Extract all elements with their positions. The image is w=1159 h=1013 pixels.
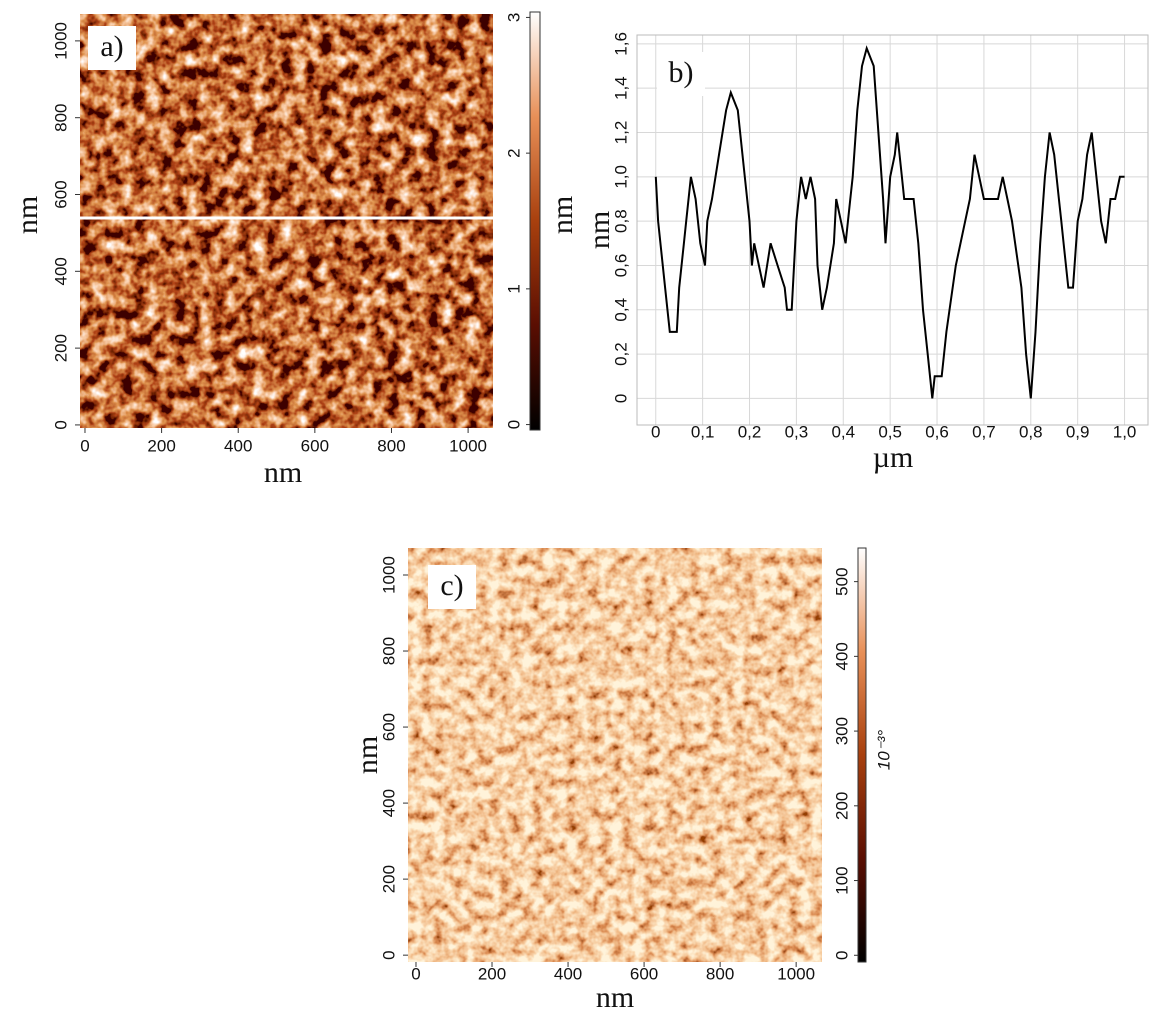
- x-tick-label: 1000: [449, 436, 487, 455]
- profile-line: [654, 45, 1125, 399]
- afm-image: [80, 14, 493, 428]
- panel-label-box: [428, 565, 476, 609]
- colorbar-tick-label: 0: [504, 420, 523, 429]
- afm-image: [408, 548, 822, 962]
- y-tick-label: 0: [379, 950, 398, 959]
- plot-frame: [636, 34, 1149, 426]
- colorbar: [857, 547, 867, 963]
- colorbar-tick-label: 2: [504, 148, 523, 157]
- x-tick-label: 200: [147, 436, 175, 455]
- y-tick-label: 1,4: [611, 76, 630, 100]
- panel-label: c): [440, 569, 463, 602]
- panel-label-box: [88, 26, 136, 70]
- x-tick-label: 800: [706, 964, 734, 983]
- x-tick-label: 0,1: [691, 422, 715, 441]
- x-tick-label: 0,3: [785, 422, 809, 441]
- panel-label: a): [100, 30, 123, 63]
- x-tick-label: 0: [411, 964, 420, 983]
- colorbar-tick-label: 3: [504, 13, 523, 22]
- y-tick-label: 200: [51, 334, 70, 362]
- colorbar: [529, 11, 541, 431]
- colorbar-tick-label: 1: [504, 284, 523, 293]
- y-tick-label: 0,8: [611, 209, 630, 233]
- y-tick-label: 400: [51, 257, 70, 285]
- y-tick-label: 1,6: [611, 32, 630, 56]
- y-tick-label: 1000: [51, 22, 70, 60]
- colorbar-label: 10⁻³°: [874, 730, 893, 771]
- x-axis-label: nm: [596, 981, 634, 1013]
- x-tick-label: 1000: [777, 964, 815, 983]
- y-tick-label: 400: [379, 789, 398, 817]
- x-tick-label: 0,4: [831, 422, 855, 441]
- y-tick-label: 600: [379, 713, 398, 741]
- panel-label: b): [669, 56, 694, 89]
- y-tick-label: 200: [379, 865, 398, 893]
- y-tick-label: 0,6: [611, 254, 630, 278]
- x-axis-label: nm: [264, 456, 302, 489]
- y-tick-label: 800: [51, 104, 70, 132]
- x-tick-label: 1,0: [1113, 422, 1137, 441]
- colorbar-tick-label: 0: [832, 951, 851, 960]
- colorbar-tick-label: 200: [832, 792, 851, 820]
- x-tick-label: 0,9: [1066, 422, 1090, 441]
- x-tick-label: 600: [301, 436, 329, 455]
- panels: 0 200 400 600 800 100002004006008001000nmnm01…: [11, 11, 1149, 1013]
- y-tick-label: 0: [51, 420, 70, 429]
- y-tick-label: 600: [51, 180, 70, 208]
- x-tick-label: 0,2: [738, 422, 762, 441]
- x-tick-label: 400: [554, 964, 582, 983]
- x-tick-label: 0,7: [972, 422, 996, 441]
- x-tick-label: 0: [651, 422, 660, 441]
- colorbar-tick-label: 500: [832, 567, 851, 595]
- x-tick-label: 200: [478, 964, 506, 983]
- x-axis-label: µm: [873, 441, 914, 474]
- x-tick-label: 0,6: [925, 422, 949, 441]
- x-tick-label: 400: [224, 436, 252, 455]
- y-axis-label: nm: [583, 211, 616, 249]
- x-tick-label: 0: [80, 436, 89, 455]
- colorbar-tick-label: 100: [832, 866, 851, 894]
- y-tick-label: 1000: [379, 556, 398, 594]
- y-tick-label: 1,0: [611, 165, 630, 189]
- y-tick-label: 0: [611, 394, 630, 403]
- y-axis-label: nm: [11, 196, 44, 234]
- colorbar-tick-label: 300: [832, 717, 851, 745]
- x-tick-label: 0,5: [878, 422, 902, 441]
- y-axis-label: nm: [351, 736, 384, 774]
- panel-label-box: [657, 52, 705, 96]
- x-tick-label: 600: [630, 964, 658, 983]
- colorbar-tick-label: 400: [832, 642, 851, 670]
- y-tick-label: 800: [379, 637, 398, 665]
- y-tick-label: 0,2: [611, 342, 630, 366]
- x-tick-label: 800: [377, 436, 405, 455]
- x-tick-label: 0,8: [1019, 422, 1043, 441]
- y-tick-label: 0,4: [611, 298, 630, 322]
- colorbar-label: nm: [546, 196, 579, 234]
- y-tick-label: 1,2: [611, 121, 630, 145]
